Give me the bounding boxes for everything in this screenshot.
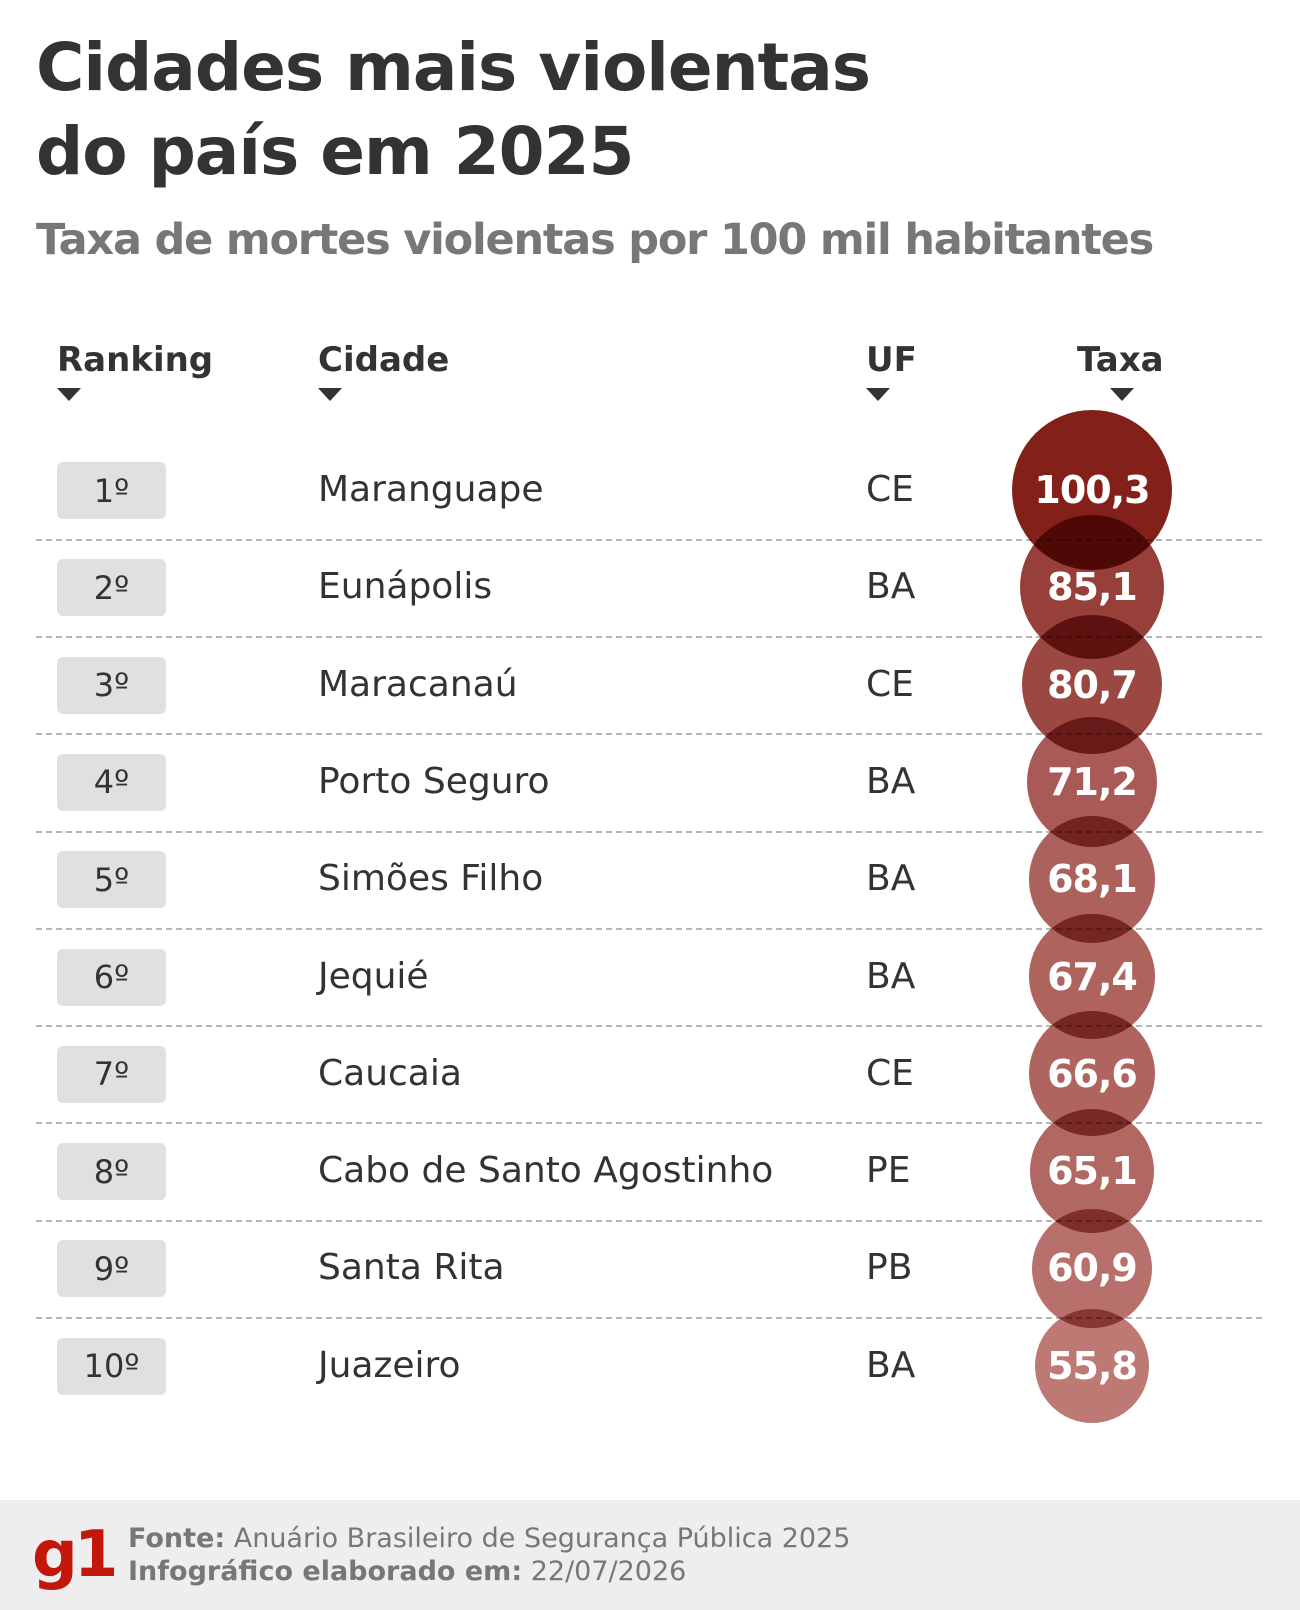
city-name: Maranguape: [318, 469, 544, 510]
row-divider: [36, 1219, 1262, 1222]
rank-badge: 7º: [57, 1045, 166, 1103]
caret-down-icon: [318, 388, 342, 401]
row-divider: [36, 1025, 1262, 1028]
city-name: Caucaia: [318, 1052, 462, 1094]
source-line: Fonte: Anuário Brasileiro de Segurança P…: [128, 1522, 850, 1555]
row-divider: [36, 1122, 1262, 1125]
table-row: 3º Maracanaú CE: [0, 635, 1300, 735]
caret-down-icon: [57, 388, 81, 401]
city-name: Cabo de Santo Agostinho: [318, 1150, 774, 1192]
row-divider: [36, 635, 1262, 638]
table-row: 5º Simões Filho BA: [0, 829, 1300, 929]
state-code: CE: [866, 1052, 914, 1094]
column-header-ranking: Ranking: [57, 338, 214, 401]
table-row: 6º Jequié BA: [0, 927, 1300, 1027]
city-name: Jequié: [318, 955, 429, 997]
date-value: 22/07/2026: [530, 1556, 687, 1587]
ranking-table: 1º Maranguape CE 2º Eunápolis BA 3º Maracanaú CE…: [0, 440, 1300, 1416]
caret-down-icon: [1110, 388, 1134, 401]
date-line: Infográfico elaborado em: 22/07/2026: [128, 1555, 850, 1588]
row-divider: [36, 927, 1262, 930]
city-name: Simões Filho: [318, 858, 544, 900]
rank-badge: 4º: [57, 753, 166, 811]
source-credits: Fonte: Anuário Brasileiro de Segurança P…: [128, 1522, 850, 1588]
caret-down-icon: [866, 388, 890, 401]
table-row: 8º Cabo de Santo Agostinho PE: [0, 1121, 1300, 1221]
column-header-taxa-label: Taxa: [1077, 340, 1164, 380]
city-name: Eunápolis: [318, 566, 493, 608]
row-divider: [36, 733, 1262, 736]
chart-title: Cidades mais violentas do país em 2025: [36, 26, 1276, 194]
state-code: BA: [866, 858, 916, 900]
date-label: Infográfico elaborado em:: [128, 1556, 523, 1587]
state-code: CE: [866, 469, 914, 510]
g1-logo: g1: [32, 1518, 118, 1592]
table-row: 1º Maranguape CE: [0, 440, 1300, 540]
table-row: 4º Porto Seguro BA: [0, 732, 1300, 832]
column-header-cidade: Cidade: [318, 338, 450, 401]
state-code: BA: [866, 955, 916, 997]
column-header-taxa: Taxa: [1077, 338, 1164, 401]
state-code: BA: [866, 566, 916, 608]
table-row: 2º Eunápolis BA: [0, 537, 1300, 637]
rank-badge: 10º: [57, 1337, 166, 1395]
city-name: Santa Rita: [318, 1247, 505, 1289]
column-header-cidade-label: Cidade: [318, 340, 450, 380]
table-row: 10º Juazeiro BA: [0, 1316, 1300, 1416]
rank-badge: 9º: [57, 1240, 166, 1298]
row-divider: [36, 1317, 1262, 1320]
state-code: PE: [866, 1150, 911, 1192]
source-value: Anuário Brasileiro de Segurança Pública …: [233, 1523, 851, 1554]
column-header-ranking-label: Ranking: [57, 340, 214, 380]
city-name: Porto Seguro: [318, 760, 550, 802]
table-row: 7º Caucaia CE: [0, 1024, 1300, 1124]
chart-title-line-2: do país em 2025: [36, 113, 634, 190]
city-name: Juazeiro: [318, 1344, 461, 1386]
state-code: BA: [866, 1344, 916, 1386]
table-row: 9º Santa Rita PB: [0, 1218, 1300, 1318]
column-header-uf: UF: [866, 338, 917, 401]
state-code: PB: [866, 1247, 913, 1289]
chart-title-line-1: Cidades mais violentas: [36, 29, 871, 106]
chart-subtitle: Taxa de mortes violentas por 100 mil hab…: [36, 215, 1154, 265]
state-code: BA: [866, 760, 916, 802]
rank-badge: 3º: [57, 656, 166, 714]
row-divider: [36, 538, 1262, 541]
state-code: CE: [866, 663, 914, 705]
rank-badge: 2º: [57, 559, 166, 617]
city-name: Maracanaú: [318, 663, 518, 705]
rank-badge: 1º: [57, 462, 166, 519]
footer: g1 Fonte: Anuário Brasileiro de Seguranç…: [0, 1500, 1300, 1610]
column-header-uf-label: UF: [866, 340, 917, 380]
source-label: Fonte:: [128, 1523, 226, 1554]
rank-badge: 5º: [57, 851, 166, 909]
row-divider: [36, 830, 1262, 833]
rank-badge: 6º: [57, 948, 166, 1006]
rank-badge: 8º: [57, 1143, 166, 1201]
